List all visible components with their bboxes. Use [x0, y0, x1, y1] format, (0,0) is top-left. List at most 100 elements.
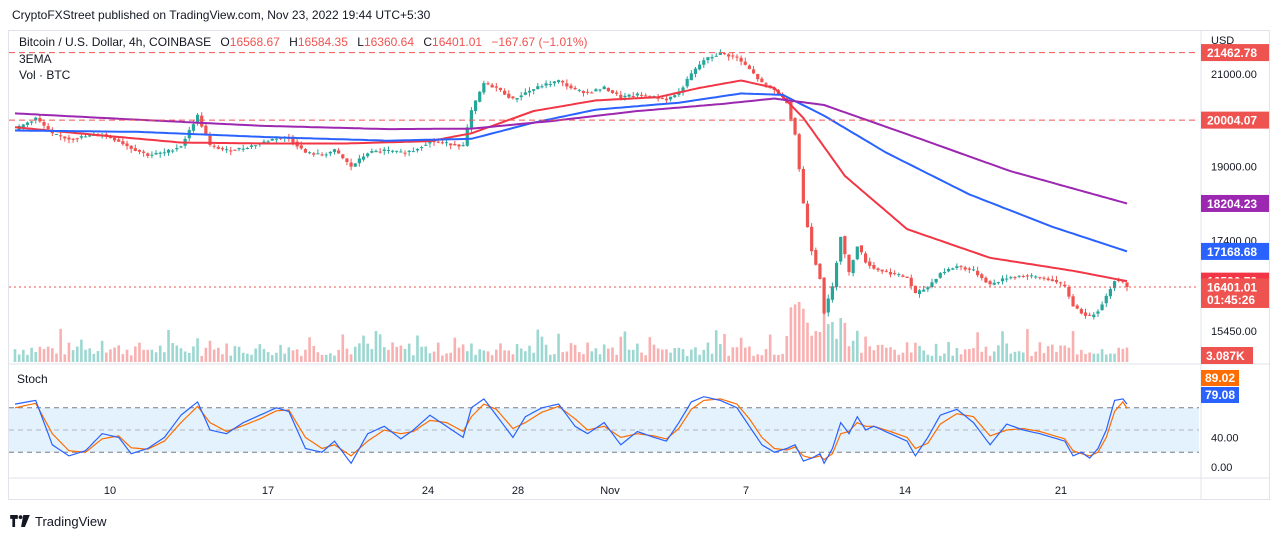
- candle-body: [602, 86, 606, 90]
- volume-bar: [391, 342, 394, 362]
- price-tick-label: 19000.00: [1211, 162, 1257, 174]
- volume-bar: [295, 349, 299, 362]
- candle-body: [142, 151, 146, 153]
- candle-body: [1000, 278, 1005, 282]
- volume-bar: [938, 355, 942, 362]
- candle-body: [83, 136, 88, 138]
- volume-bar: [345, 348, 349, 362]
- candles: [17, 49, 1129, 320]
- candle-body: [220, 148, 225, 150]
- candle-body: [154, 153, 158, 155]
- volume-bar: [163, 352, 166, 362]
- candle-body: [527, 90, 532, 93]
- symbol-title: Bitcoin / U.S. Dollar, 4h, COINBASE: [19, 35, 211, 49]
- candle-body: [893, 273, 897, 275]
- volume-bar: [312, 345, 316, 362]
- footer: TradingView: [10, 512, 107, 530]
- volume-badge-text: 3.087K: [1206, 349, 1245, 363]
- volume-bar: [773, 354, 776, 362]
- candle-body: [714, 55, 718, 57]
- volume-bar: [677, 347, 681, 362]
- volume-bar: [370, 349, 374, 362]
- volume-bar: [930, 355, 934, 362]
- volume-bar: [611, 347, 614, 362]
- candle-body: [361, 156, 366, 160]
- volume-bar: [399, 345, 403, 362]
- volume-bar: [200, 355, 204, 362]
- volume-bar: [876, 344, 880, 362]
- volume-label: Vol · BTC: [19, 68, 71, 82]
- volume-bar: [138, 342, 141, 362]
- candle-body: [519, 95, 523, 98]
- volume-bar: [706, 342, 710, 362]
- volume-bar: [395, 346, 399, 362]
- volume-bar: [702, 349, 706, 362]
- candle-body: [523, 92, 527, 95]
- candle-body: [249, 145, 254, 147]
- candle-body: [25, 122, 30, 125]
- volume-bar: [752, 355, 755, 362]
- volume-bar: [179, 348, 183, 362]
- candle-body: [1075, 305, 1079, 309]
- volume-bar: [362, 335, 365, 362]
- volume-bar: [84, 349, 87, 362]
- candle-body: [942, 272, 947, 274]
- chart-frame[interactable]: 21000.00 19000.00 17400.00 15450.00 10 17 24 28…: [8, 30, 1270, 500]
- candle-body: [992, 282, 996, 285]
- volume-bar: [1117, 347, 1121, 362]
- candle-body: [407, 150, 411, 152]
- volume-bar: [366, 343, 369, 362]
- volume-bar: [1084, 353, 1087, 362]
- candle-body: [444, 142, 449, 144]
- candle-body: [498, 87, 503, 90]
- volume-bar: [241, 352, 245, 362]
- volume-bar: [217, 347, 220, 362]
- volume-bar: [864, 336, 867, 362]
- volume-bar: [947, 342, 950, 362]
- candle-body: [556, 80, 561, 83]
- volume-bar: [565, 351, 569, 362]
- candle-body: [863, 253, 868, 263]
- volume-bar: [146, 349, 150, 362]
- candle-body: [1121, 281, 1125, 283]
- candle-body: [540, 86, 544, 88]
- candle-body: [212, 145, 216, 147]
- close-label: C: [423, 35, 432, 49]
- volume-bar: [665, 349, 668, 362]
- volume-bar: [175, 345, 179, 362]
- volume-bar: [797, 302, 801, 362]
- volume-bar: [743, 347, 747, 362]
- volume-bar: [266, 352, 270, 362]
- candle-body: [370, 151, 374, 153]
- volume-bar: [1001, 331, 1004, 362]
- volume-bar: [951, 355, 955, 362]
- candle-body: [158, 152, 162, 154]
- volume-bar: [561, 352, 565, 362]
- volume-bar: [1051, 344, 1054, 362]
- candle-body: [432, 141, 436, 143]
- volume-bar: [922, 350, 925, 362]
- volume-bar: [1017, 351, 1021, 362]
- candle-body: [79, 136, 83, 138]
- candle-body: [195, 114, 200, 124]
- volume-bar: [976, 332, 979, 362]
- candle-body: [635, 93, 639, 96]
- candle-body: [241, 148, 245, 150]
- volume-bar: [640, 352, 643, 362]
- indicator-label: 3EMA: [19, 52, 52, 66]
- volume-bars: [13, 302, 1129, 362]
- publisher-line: CryptoFXStreet published on TradingView.…: [12, 8, 431, 22]
- volume-bar: [196, 338, 199, 362]
- candle-body: [917, 290, 922, 294]
- candle-body: [166, 149, 171, 153]
- candle-body: [225, 149, 229, 151]
- volume-bar: [619, 336, 623, 362]
- volume-bar: [1121, 348, 1125, 362]
- svg-text:Bitcoin / U.S. Dollar, 4h, COI: Bitcoin / U.S. Dollar, 4h, COINBASE O165…: [19, 35, 588, 49]
- volume-bar: [992, 351, 996, 362]
- volume-bar: [623, 331, 627, 362]
- volume-bar: [67, 342, 71, 362]
- volume-bar: [291, 350, 295, 362]
